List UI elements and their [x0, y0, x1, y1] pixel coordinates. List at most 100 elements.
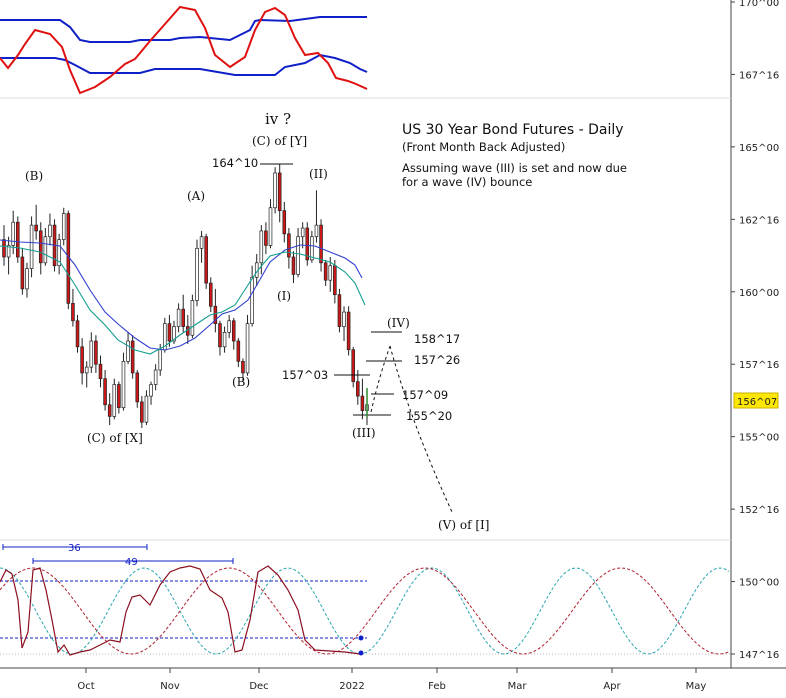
candle [57, 233, 61, 275]
candle-body [75, 320, 80, 348]
candle [241, 358, 245, 382]
candle-body [268, 207, 273, 246]
candle [282, 201, 287, 243]
candle [71, 288, 75, 327]
candle-body [241, 360, 245, 374]
candle-body [351, 349, 355, 382]
candle-body [176, 308, 181, 327]
x-tick-label: Dec [249, 681, 268, 692]
candle-body [264, 230, 268, 246]
cycle-marker-lower [358, 650, 364, 656]
chart-title: US 30 Year Bond Futures - Daily [402, 122, 624, 138]
candle-body [227, 320, 231, 333]
candle [20, 248, 25, 295]
candle-body [103, 378, 107, 406]
projection-to-wave-iv [370, 345, 391, 413]
candle-body [61, 213, 66, 240]
candle [112, 378, 117, 420]
candle [199, 230, 204, 263]
y-tick-label: 152^16 [739, 505, 779, 516]
candle-body [6, 245, 11, 258]
price-label-157-26: 157^26 [414, 353, 460, 367]
candle-body [117, 384, 121, 409]
candle-body [25, 268, 29, 290]
candle [342, 306, 346, 342]
candle-body [213, 305, 218, 325]
candle-body [337, 294, 342, 327]
candle-body [48, 224, 52, 238]
candle-body [314, 224, 319, 238]
candle [43, 228, 48, 266]
candle [268, 199, 273, 249]
wave-label-b: (B) [232, 375, 250, 389]
projection-to-wave-v [389, 345, 453, 513]
candle [98, 355, 103, 388]
x-tick-label: Nov [160, 681, 180, 692]
candle [6, 236, 11, 275]
candle [48, 213, 52, 246]
candle-body [167, 323, 172, 342]
price-label-157-09: 157^09 [402, 388, 448, 402]
cycle-wave-49 [0, 567, 730, 655]
candle [314, 190, 319, 243]
price-label-157-03: 157^03 [282, 368, 328, 382]
candle [153, 364, 158, 391]
candle-body [333, 265, 337, 296]
x-tick-label: Oct [77, 681, 94, 692]
y-tick-label: 155^00 [739, 433, 779, 444]
candle [305, 222, 310, 266]
candle-body [356, 381, 360, 397]
x-tick-label: Apr [603, 681, 621, 692]
x-tick-label: May [686, 681, 707, 692]
candle-body [29, 224, 34, 269]
y-tick-label: 147^16 [739, 650, 779, 661]
upper-band-line [0, 16, 367, 43]
candle-body [310, 236, 314, 261]
candle [94, 335, 98, 373]
last-price-tag-text: 156^07 [737, 397, 777, 408]
candle [126, 332, 130, 365]
candle [103, 370, 107, 411]
wave-label-iv: iv ? [265, 110, 291, 128]
candle [25, 262, 29, 298]
wave-label-c-of-x: (C) of [X] [87, 431, 143, 445]
candle [34, 204, 38, 240]
cycle-49-label: 49 [125, 557, 138, 568]
candle-body [291, 256, 296, 275]
candle-body [107, 404, 112, 417]
candle [130, 335, 135, 379]
y-tick-label: 170^00 [739, 0, 779, 9]
candle [61, 207, 66, 246]
candle-body [236, 340, 241, 362]
cycle-composite-line [0, 565, 361, 656]
y-tick-label: 165^00 [739, 143, 779, 154]
candle-body [38, 230, 43, 264]
candle-body [71, 303, 75, 322]
candle-body [172, 326, 176, 342]
wave-label-v-of-i: (V) of [I] [438, 518, 489, 532]
candle-body [259, 230, 264, 264]
candle-body [190, 300, 195, 336]
candle [323, 259, 328, 286]
y-tick-label: 150^00 [739, 578, 779, 589]
candle [213, 288, 218, 333]
candle [356, 370, 360, 405]
chart-note-line2: for a wave (IV) bounce [402, 175, 532, 189]
chart-note-line1: Assuming wave (III) is set and now due [402, 161, 627, 175]
candle [107, 393, 112, 426]
moving-average-blue [0, 239, 363, 351]
price-label-164-10: 164^10 [212, 156, 258, 170]
candle [360, 378, 365, 420]
candle-body [98, 363, 103, 380]
candle [273, 167, 277, 214]
wave-label-iii: (III) [352, 426, 376, 440]
candle-body [319, 224, 323, 264]
candle [16, 216, 20, 263]
candle [176, 303, 181, 333]
candle-body [250, 276, 254, 325]
candle [195, 239, 199, 307]
candle [2, 225, 6, 266]
candle-body [360, 395, 365, 411]
candle [277, 164, 282, 223]
x-tick-label: Mar [508, 681, 528, 692]
